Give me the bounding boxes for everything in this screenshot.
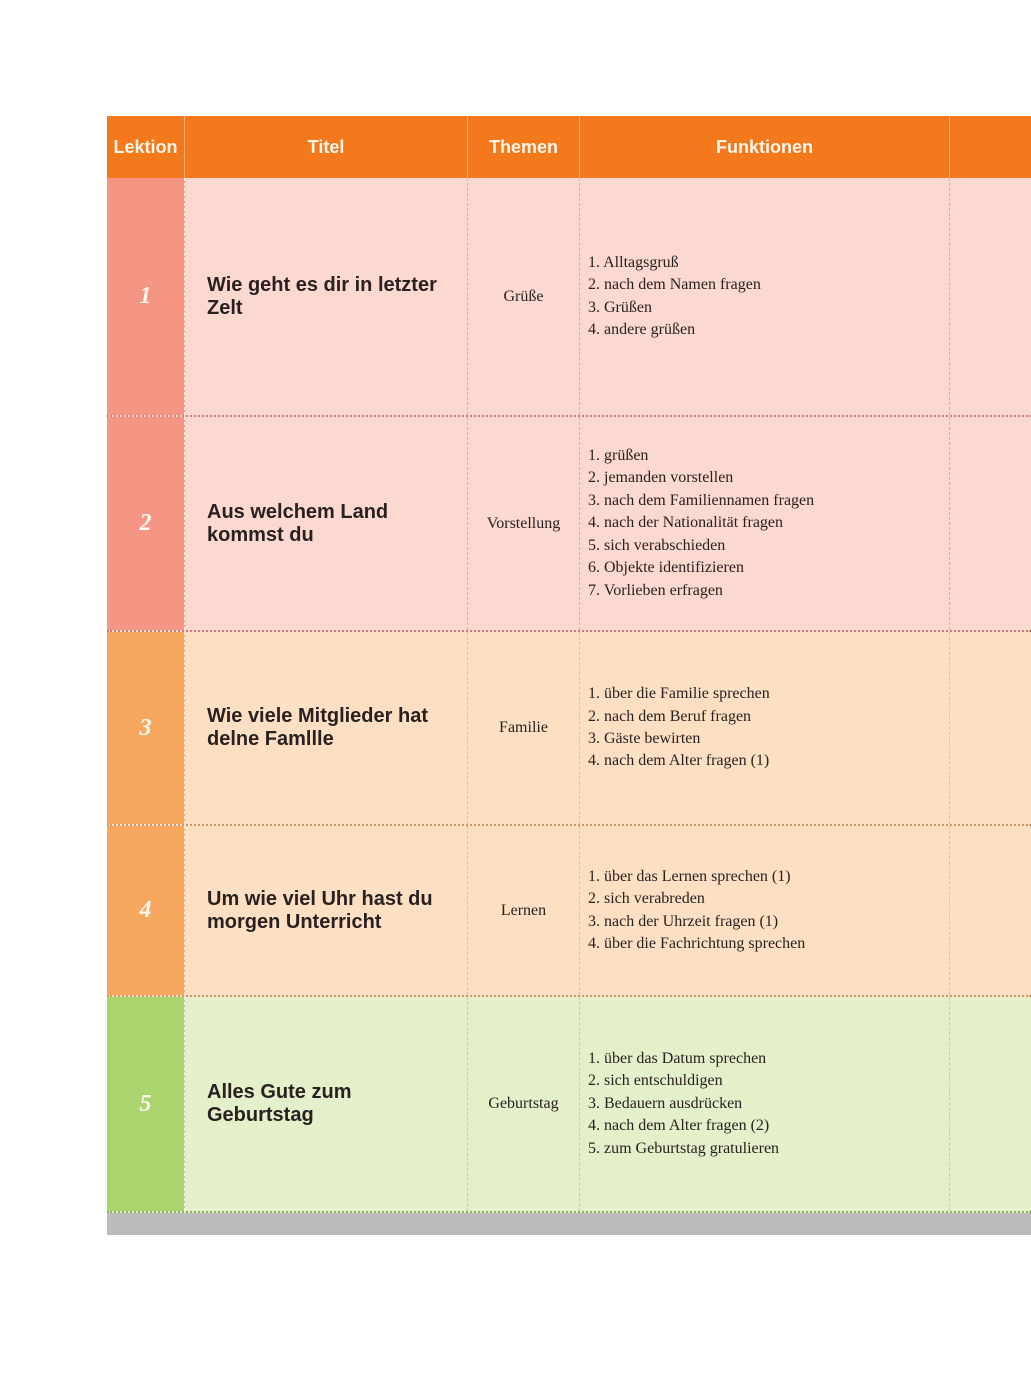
lesson-functions: 1. über das Datum sprechen 2. sich entsc… xyxy=(580,997,950,1211)
lesson-title: Alles Gute zum Geburtstag xyxy=(185,997,468,1211)
table-row: 1 Wie geht es dir in letzter Zelt Grüße … xyxy=(107,178,1031,417)
extra-cell xyxy=(950,417,1031,630)
lesson-title: Um wie viel Uhr hast du morgen Unterrich… xyxy=(185,826,468,995)
function-item: 3. Grüßen xyxy=(588,298,652,316)
function-item: 3. Bedauern ausdrücken xyxy=(588,1094,743,1112)
lesson-title: Wie geht es dir in letzter Zelt xyxy=(185,178,468,415)
extra-cell xyxy=(950,997,1031,1211)
lesson-functions: 1. grüßen 2. jemanden vorstellen 3. nach… xyxy=(580,417,950,630)
function-item: 2. jemanden vorstellen xyxy=(588,469,734,487)
function-item: 1. über das Datum sprechen xyxy=(588,1049,767,1067)
function-item: 3. nach der Uhrzeit fragen (1) xyxy=(588,912,779,930)
table-row: 2 Aus welchem Land kommst du Vorstellung… xyxy=(107,417,1031,632)
header-lektion: Lektion xyxy=(107,116,185,178)
function-item: 1. Alltagsgruß xyxy=(588,253,679,271)
function-item: 2. nach dem Namen fragen xyxy=(588,276,761,294)
lesson-title: Aus welchem Land kommst du xyxy=(185,417,468,630)
lesson-theme: Lernen xyxy=(468,826,580,995)
table-row: 3 Wie viele Mitglieder hat delne Famllle… xyxy=(107,632,1031,826)
lesson-functions: 1. Alltagsgruß 2. nach dem Namen fragen … xyxy=(580,178,950,415)
lesson-number: 1 xyxy=(107,178,185,415)
function-item: 1. über die Familie sprechen xyxy=(588,685,770,703)
lesson-overview-table: Lektion Titel Themen Funktionen 1 Wie ge… xyxy=(107,116,1031,1235)
table-header: Lektion Titel Themen Funktionen xyxy=(107,116,1031,178)
function-item: 3. nach dem Familiennamen fragen xyxy=(588,491,815,509)
lesson-number: 4 xyxy=(107,826,185,995)
lesson-theme: Geburtstag xyxy=(468,997,580,1211)
function-item: 7. Vorlieben erfragen xyxy=(588,581,723,599)
function-item: 2. sich verabreden xyxy=(588,890,705,908)
header-titel: Titel xyxy=(185,116,468,178)
function-item: 4. nach dem Alter fragen (2) xyxy=(588,1117,770,1135)
table-footer-bar xyxy=(107,1213,1031,1235)
table-row: 4 Um wie viel Uhr hast du morgen Unterri… xyxy=(107,826,1031,997)
lesson-number: 2 xyxy=(107,417,185,630)
header-themen: Themen xyxy=(468,116,580,178)
lesson-functions: 1. über das Lernen sprechen (1) 2. sich … xyxy=(580,826,950,995)
extra-cell xyxy=(950,178,1031,415)
function-item: 1. grüßen xyxy=(588,447,649,465)
function-item: 6. Objekte identifizieren xyxy=(588,559,744,577)
lesson-theme: Grüße xyxy=(468,178,580,415)
function-item: 5. zum Geburtstag gratulieren xyxy=(588,1139,780,1157)
function-item: 1. über das Lernen sprechen (1) xyxy=(588,867,791,885)
table-row: 5 Alles Gute zum Geburtstag Geburtstag 1… xyxy=(107,997,1031,1213)
extra-cell xyxy=(950,632,1031,824)
function-item: 4. nach der Nationalität fragen xyxy=(588,514,784,532)
function-item: 2. nach dem Beruf fragen xyxy=(588,707,752,725)
lesson-functions: 1. über die Familie sprechen 2. nach dem… xyxy=(580,632,950,824)
function-item: 3. Gäste bewirten xyxy=(588,730,701,747)
function-item: 4. nach dem Alter fragen (1) xyxy=(588,752,770,770)
function-item: 4. andere grüßen xyxy=(588,320,696,338)
lesson-theme: Familie xyxy=(468,632,580,824)
lesson-title: Wie viele Mitglieder hat delne Famllle xyxy=(185,632,468,824)
function-item: 5. sich verabschieden xyxy=(588,536,726,554)
header-extra xyxy=(950,116,1031,178)
header-funktionen: Funktionen xyxy=(580,116,950,178)
extra-cell xyxy=(950,826,1031,995)
function-item: 2. sich entschuldigen xyxy=(588,1072,723,1090)
lesson-number: 5 xyxy=(107,997,185,1211)
lesson-theme: Vorstellung xyxy=(468,417,580,630)
function-item: 4. über die Fachrichtung sprechen xyxy=(588,934,806,952)
lesson-number: 3 xyxy=(107,632,185,824)
